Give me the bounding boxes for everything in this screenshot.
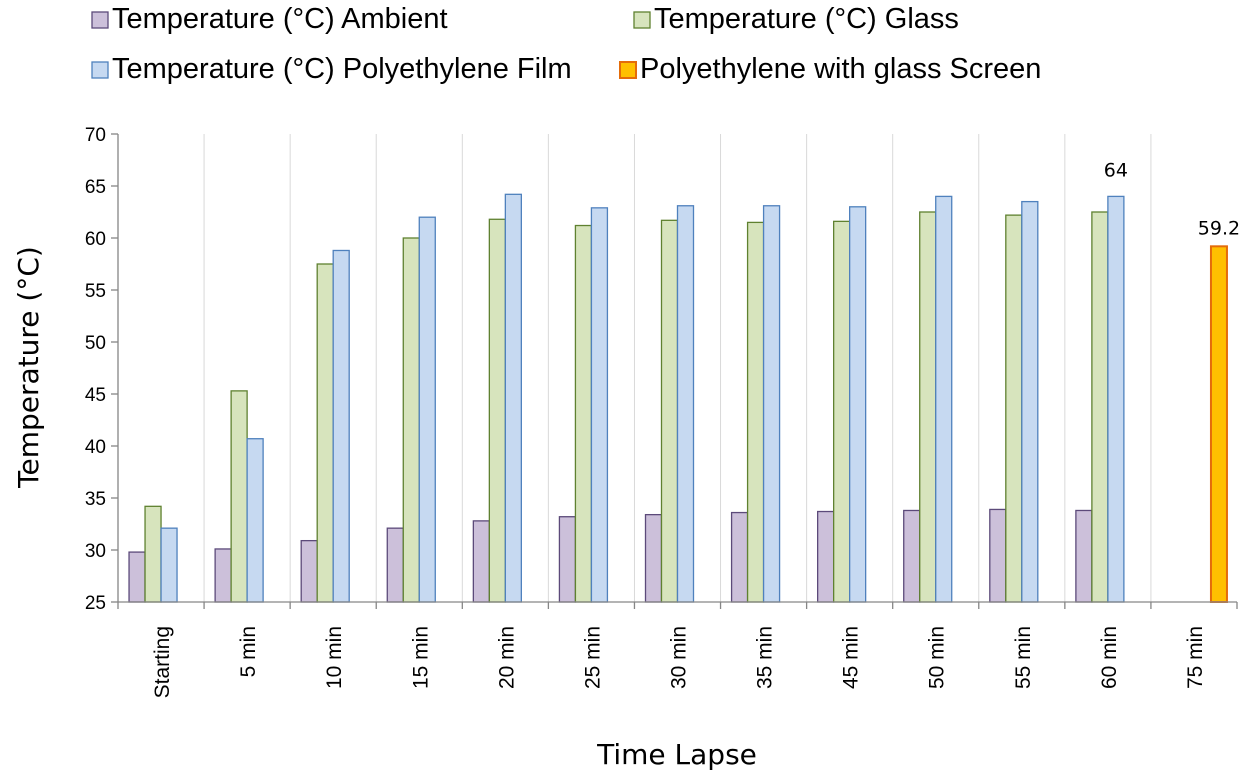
y-axis-title: Temperature (°C): [12, 246, 45, 489]
legend-item-temperature-c-ambient: Temperature (°C) Ambient: [91, 3, 448, 35]
y-tick-labels: 25 30 35 40 45 50 55 60 65 70: [85, 125, 106, 614]
bar-temperature-c-ambient-25-min: [558, 516, 577, 603]
bar-temperature-c-polyethylene-film-25-min: [590, 207, 609, 603]
bar-temperature-c-ambient-50-min: [903, 509, 921, 603]
x-tick-label: 10 min: [323, 626, 346, 689]
bar-temperature-c-glass-60-min: [1091, 211, 1109, 603]
bar-temperature-c-glass-30-min: [660, 219, 679, 603]
x-tick-label: 45 min: [840, 626, 863, 689]
legend-item-temperature-c-polyethylene-film: Temperature (°C) Polyethylene Film: [91, 53, 572, 85]
y-tick-label: 70: [85, 125, 106, 146]
y-tick-label: 50: [85, 333, 106, 354]
bar-temperature-c-ambient-60-min: [1075, 509, 1093, 603]
bar-temperature-c-glass-45-min: [833, 220, 851, 603]
legend-label: Polyethylene with glass Screen: [640, 53, 1041, 85]
bar-temperature-c-ambient-35-min: [730, 511, 749, 603]
bar-temperature-c-polyethylene-film-45-min: [849, 206, 867, 603]
bar-temperature-c-polyethylene-film-starting: [160, 527, 178, 603]
x-tick-label: 5 min: [237, 626, 260, 677]
y-tick-label: 65: [85, 177, 106, 198]
bar-temperature-c-glass-50-min: [919, 211, 937, 603]
bar-temperature-c-glass-10-min: [316, 263, 334, 603]
bar-temperature-c-polyethylene-film-20-min: [504, 193, 522, 603]
x-axis-title: Time Lapse: [596, 738, 757, 771]
bar-temperature-c-glass-20-min: [488, 218, 506, 603]
x-tick-label: 30 min: [668, 626, 691, 689]
data-label: 59.2: [1198, 217, 1239, 239]
legend-label: Temperature (°C) Polyethylene Film: [112, 53, 572, 85]
data-label: 64: [1104, 159, 1128, 181]
legend-item-temperature-c-glass: Temperature (°C) Glass: [633, 3, 959, 35]
legend: Temperature (°C) Ambient Temperature (°C)…: [91, 3, 1041, 85]
legend-swatch: [633, 11, 651, 29]
bar-temperature-c-polyethylene-film-35-min: [762, 205, 781, 603]
data-labels: 64 59.2: [1104, 159, 1239, 239]
legend-swatch: [91, 11, 109, 29]
bar-temperature-c-ambient-10-min: [300, 539, 318, 603]
y-tick-label: 60: [85, 229, 106, 250]
bar-temperature-c-polyethylene-film-30-min: [676, 205, 695, 603]
x-tick-label: 60 min: [1098, 626, 1121, 689]
bar-temperature-c-polyethylene-film-55-min: [1021, 200, 1039, 603]
legend-label: Temperature (°C) Ambient: [112, 3, 448, 35]
bars: [128, 193, 1228, 603]
bar-temperature-c-glass-55-min: [1005, 214, 1023, 603]
x-tick-label: 20 min: [495, 626, 518, 689]
bar-polyethylene-with-glass-screen-75-min: [1209, 245, 1228, 603]
bar-temperature-c-ambient-55-min: [989, 508, 1007, 603]
y-tick-label: 30: [85, 541, 106, 562]
y-tick-label: 35: [85, 489, 106, 510]
bar-temperature-c-glass-15-min: [402, 237, 420, 603]
category-gridlines: [203, 134, 1152, 602]
bar-temperature-c-ambient-30-min: [644, 513, 663, 603]
y-tick-label: 45: [85, 385, 106, 406]
x-tick-label: 50 min: [926, 626, 949, 689]
axes: [111, 133, 1238, 609]
x-tick-label: 55 min: [1012, 626, 1035, 689]
bar-temperature-c-ambient-20-min: [472, 520, 490, 603]
x-tick-label: Starting: [151, 626, 174, 698]
bar-temperature-c-polyethylene-film-5-min: [246, 438, 264, 603]
bar-temperature-c-glass-35-min: [746, 221, 765, 603]
bar-temperature-c-ambient-45-min: [817, 510, 835, 603]
legend-item-polyethylene-with-glass-screen: Polyethylene with glass Screen: [619, 53, 1041, 85]
bar-temperature-c-polyethylene-film-60-min: [1107, 195, 1125, 603]
bar-temperature-c-glass-25-min: [574, 224, 593, 603]
bar-temperature-c-glass-5-min: [230, 390, 248, 603]
y-tick-label: 25: [85, 593, 106, 614]
y-tick-label: 55: [85, 281, 106, 302]
bar-temperature-c-polyethylene-film-10-min: [332, 249, 350, 603]
legend-swatch: [91, 61, 109, 79]
bar-temperature-c-ambient-15-min: [386, 527, 404, 603]
bar-temperature-c-ambient-5-min: [214, 548, 232, 603]
x-tick-label: 25 min: [581, 626, 604, 689]
legend-label: Temperature (°C) Glass: [654, 3, 959, 35]
x-tick-label: 35 min: [754, 626, 777, 689]
legend-swatch: [619, 61, 637, 79]
bar-temperature-c-ambient-starting: [128, 551, 146, 603]
bar-temperature-c-glass-starting: [144, 505, 162, 603]
bar-temperature-c-polyethylene-film-50-min: [935, 195, 953, 603]
x-tick-label: 15 min: [409, 626, 432, 689]
y-tick-label: 40: [85, 437, 106, 458]
x-tick-label: 75 min: [1184, 626, 1207, 689]
x-tick-labels: Starting 5 min 10 min 15 min 20 min 25 min 30 …: [151, 626, 1207, 698]
bar-temperature-c-polyethylene-film-15-min: [418, 216, 436, 603]
